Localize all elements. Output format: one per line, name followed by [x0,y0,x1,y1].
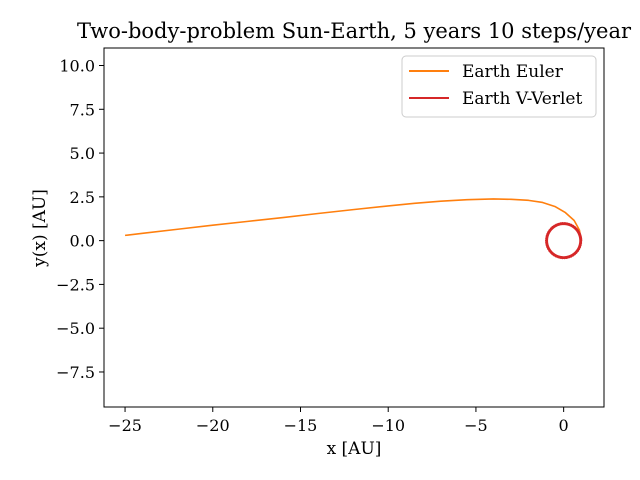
y-tick-label: 7.5 [70,100,95,119]
y-tick-label: −7.5 [56,363,95,382]
x-axis: −25 −20 −15 −10 −5 0 [108,407,569,435]
x-tick-label: −20 [196,416,230,435]
y-axis: −7.5 −5.0 −2.5 0.0 2.5 5.0 7.5 10.0 [56,57,104,382]
x-tick-label: 0 [559,416,569,435]
series-layer [124,198,583,260]
y-tick-label: −5.0 [56,319,95,338]
y-tick-label: 10.0 [59,57,95,76]
legend-label-verlet: Earth V-Verlet [462,89,582,109]
y-tick-label: 5.0 [70,144,95,163]
plot-area [103,47,605,408]
y-tick-label: 0.0 [70,232,95,251]
plot-frame [103,47,605,408]
x-axis-label: x [AU] [327,439,382,459]
legend-label-euler: Earth Euler [462,62,564,82]
y-axis-label: y(x) [AU] [30,189,50,268]
x-tick-label: −5 [464,416,488,435]
x-tick-label: −25 [108,416,142,435]
x-tick-label: −15 [284,416,318,435]
legend-frame [401,55,597,118]
legend: Earth Euler Earth V-Verlet [401,55,597,118]
series-line-earth-verlet [545,222,583,260]
y-tick-label: 2.5 [70,188,95,207]
series-line-earth-euler [124,198,582,241]
y-tick-label: −2.5 [56,275,95,294]
chart-title: Two-body-problem Sun-Earth, 5 years 10 s… [77,19,632,43]
x-tick-label: −10 [371,416,405,435]
